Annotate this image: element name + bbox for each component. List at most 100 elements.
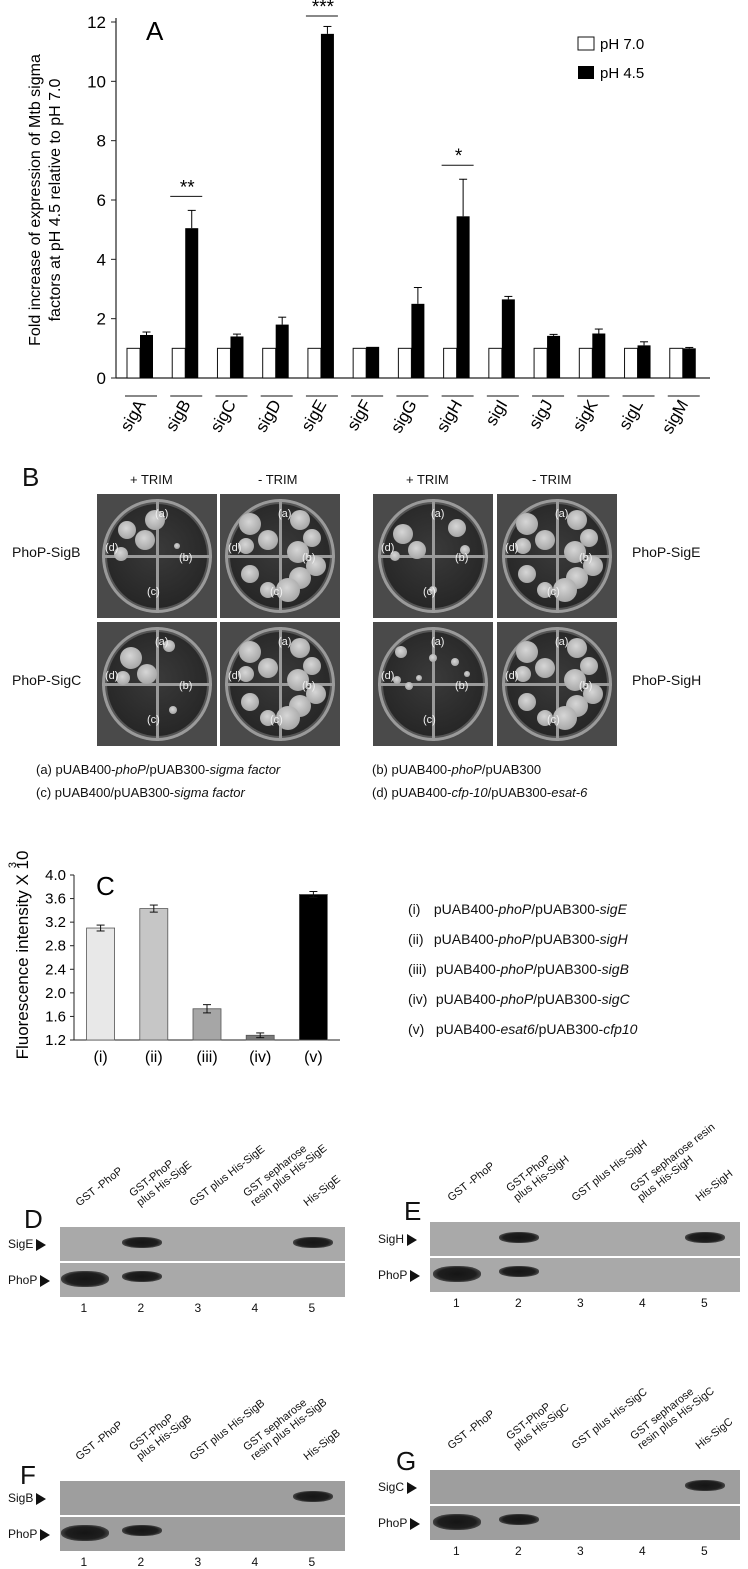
blot-band — [433, 1514, 481, 1530]
quadrant-label-d: (d) — [505, 542, 519, 554]
colony — [135, 530, 155, 550]
blot-g — [430, 1470, 740, 1540]
quadrant-label-b: (b) — [302, 552, 316, 564]
colony — [567, 638, 587, 658]
colony — [174, 543, 180, 549]
panel-d-letter: D — [24, 1204, 43, 1234]
blot-row-label-phop: PhoP — [8, 1273, 51, 1287]
blot-band — [121, 1271, 162, 1282]
y-axis-label-superscript: 3 — [7, 862, 19, 868]
panel-a-letter: A — [146, 16, 164, 46]
category-label-sigH: sigH — [433, 397, 466, 436]
colony — [306, 556, 326, 576]
colony — [114, 547, 128, 561]
blot-separator — [430, 1256, 740, 1258]
significance-label-sigB: ** — [180, 177, 195, 198]
blot-row-label-phop: PhoP — [378, 1268, 421, 1282]
quadrant-label-a: (a) — [278, 636, 292, 648]
y-axis-label-line2: factors at pH 4.5 relative to pH 7.0 — [47, 79, 64, 322]
blot-band — [433, 1266, 481, 1282]
lane-header: GST-PhoP plus His-SigC — [504, 1400, 572, 1452]
plate-legend-a: (a) pUAB400-phoP/pUAB300-sigma factor — [36, 762, 281, 777]
lane-number: 5 — [701, 1296, 708, 1310]
bar-ph45-sigC — [230, 336, 244, 378]
quadrant-label-d: (d) — [381, 670, 395, 682]
colony — [516, 513, 538, 535]
category-label-sigE: sigE — [297, 397, 330, 435]
lane-header: GST -PhoP — [73, 1165, 125, 1209]
panel-a: 0 2 4 6 8 10 12 Fold increase of expression of … — [0, 0, 748, 460]
plate-sigb-minus-trim: (a) (b) (c) (d) — [220, 494, 340, 618]
y-tick-label: 0 — [97, 369, 106, 388]
header-minus-trim-1: - TRIM — [258, 472, 298, 487]
lane-number: 3 — [577, 1544, 584, 1558]
panel-c-legend-item: (i) pUAB400-phoP/pUAB300-sigE — [408, 901, 627, 917]
arrow-right-icon — [36, 1492, 47, 1505]
colony — [120, 647, 142, 669]
colony — [395, 646, 407, 658]
category-label-(v): (v) — [304, 1049, 323, 1066]
colony — [238, 666, 254, 682]
y-tick-label: 3.6 — [45, 891, 66, 908]
colony — [429, 586, 437, 594]
arrow-right-icon — [410, 1517, 421, 1530]
category-label-sigC: sigC — [206, 397, 239, 436]
lane-number: 2 — [137, 1555, 145, 1569]
bar-ph45-sigM — [682, 348, 696, 378]
colony — [290, 510, 310, 530]
plate-divider-horizontal — [502, 683, 612, 686]
bar-ph70-sigI — [488, 347, 503, 379]
quadrant-label-a: (a) — [278, 508, 292, 520]
blot-row-text: SigH — [378, 1232, 405, 1246]
colony — [464, 671, 470, 677]
plate-divider-horizontal — [225, 683, 335, 686]
blot-band — [60, 1271, 109, 1287]
colony — [290, 638, 310, 658]
category-label-sigB: sigB — [162, 397, 195, 435]
quadrant-label-d: (d) — [228, 542, 242, 554]
plate-divider-horizontal — [378, 555, 488, 558]
plate-legend-c: (c) pUAB400/pUAB300-sigma factor — [36, 785, 245, 800]
colony — [553, 706, 577, 730]
category-label-sigL: sigL — [615, 397, 647, 434]
lane-header: GST-PhoP plus His-SigH — [504, 1152, 572, 1204]
category-label-sigK: sigK — [569, 396, 602, 435]
colony — [535, 530, 555, 550]
colony — [303, 657, 321, 675]
quadrant-label-a: (a) — [155, 508, 169, 520]
legend-label-ph70: pH 7.0 — [600, 36, 644, 53]
colony — [448, 519, 466, 537]
panel-c-legend-item: (v) pUAB400-esat6/pUAB300-cfp10 — [408, 1021, 638, 1037]
colony — [239, 513, 261, 535]
arrow-right-icon — [407, 1481, 418, 1494]
lane-header: His-SigE — [301, 1173, 343, 1209]
bar-(iii) — [192, 1008, 222, 1041]
panel-c-legend-item: (iii) pUAB400-phoP/pUAB300-sigB — [408, 961, 629, 977]
header-plus-trim-2: + TRIM — [406, 472, 449, 487]
bar-ph70-sigH — [443, 347, 458, 379]
blot-f — [60, 1481, 345, 1551]
colony — [306, 684, 326, 704]
plate-divider-horizontal — [225, 555, 335, 558]
quadrant-label-c: (c) — [147, 586, 160, 598]
blot-row-label-sige: SigE — [8, 1237, 47, 1251]
lane-number: 1 — [80, 1301, 88, 1315]
chart-c: 1.2 1.6 2.0 2.4 2.8 3.2 3.6 4.0 Fluorescence int… — [7, 851, 340, 1066]
blot-row-label-sigc: SigC — [378, 1480, 418, 1494]
bar-ph45-sigL — [637, 345, 651, 378]
arrow-right-icon — [36, 1238, 47, 1251]
colony — [137, 664, 157, 684]
row-label-phop-sigb: PhoP-SigB — [12, 544, 81, 560]
plate-sigc-plus-trim: (a) (b) (c) (d) — [97, 622, 217, 746]
plate-sige-minus-trim: (a) (b) (c) (d) — [497, 494, 617, 618]
quadrant-label-c: (c) — [423, 714, 436, 726]
colony — [287, 541, 309, 563]
colony — [553, 578, 577, 602]
colony — [564, 669, 586, 691]
blot-row-text: PhoP — [378, 1516, 408, 1530]
colony — [583, 684, 603, 704]
colony — [276, 706, 300, 730]
y-tick-label: 2 — [97, 310, 106, 329]
bar-ph45-sigJ — [547, 335, 561, 378]
lane-header: His-SigC — [693, 1415, 736, 1452]
